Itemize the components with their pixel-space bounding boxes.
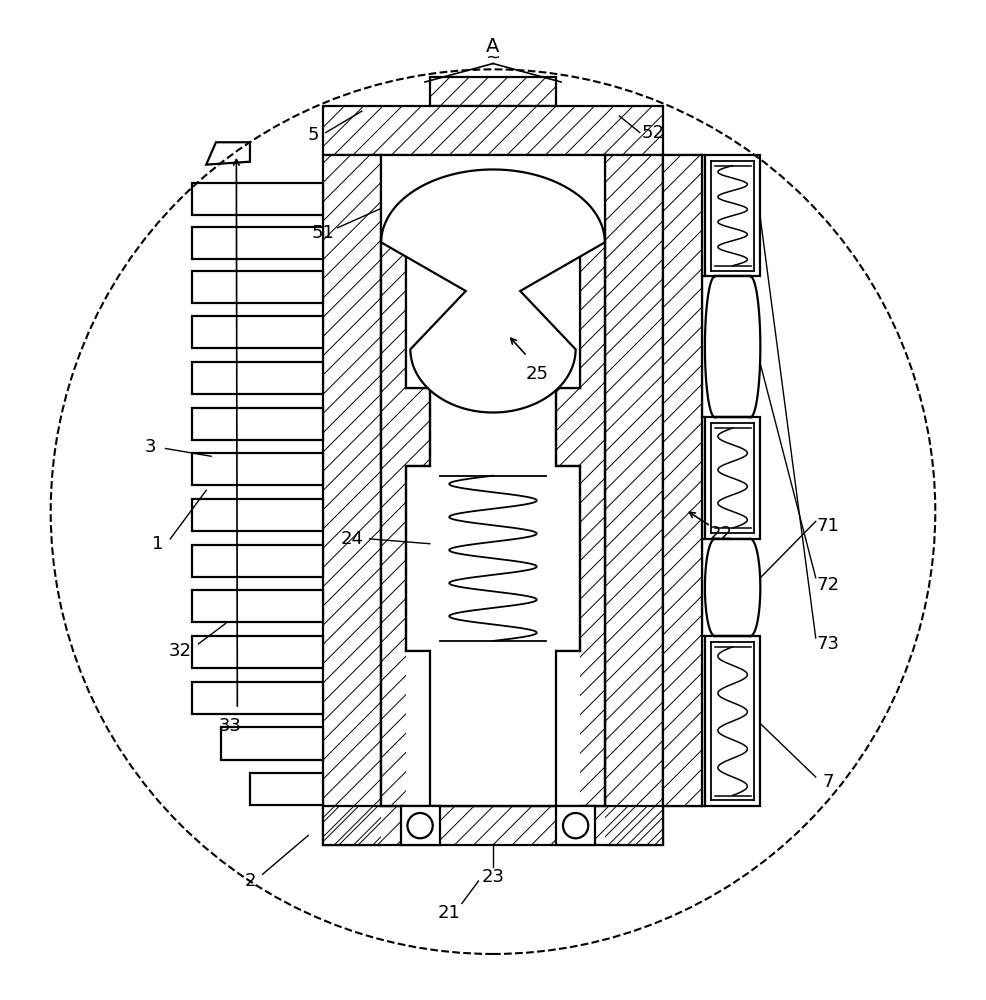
Text: 3: 3: [145, 438, 157, 456]
Text: 71: 71: [817, 517, 840, 535]
Text: 73: 73: [816, 635, 840, 653]
Polygon shape: [191, 636, 322, 668]
Text: 5: 5: [308, 126, 318, 144]
Polygon shape: [191, 227, 322, 259]
Polygon shape: [191, 183, 322, 215]
Polygon shape: [191, 316, 322, 348]
Text: 1: 1: [152, 535, 164, 553]
Text: 32: 32: [169, 642, 191, 660]
Text: 21: 21: [438, 904, 460, 922]
Polygon shape: [322, 806, 664, 845]
Polygon shape: [191, 499, 322, 531]
Polygon shape: [191, 453, 322, 485]
Polygon shape: [430, 77, 556, 106]
Text: 24: 24: [340, 530, 364, 548]
Polygon shape: [191, 545, 322, 577]
Text: 22: 22: [710, 525, 733, 543]
Text: 72: 72: [816, 576, 840, 594]
Text: 7: 7: [822, 773, 834, 791]
Polygon shape: [322, 155, 382, 845]
Polygon shape: [221, 727, 322, 760]
Polygon shape: [705, 636, 760, 806]
Polygon shape: [705, 276, 760, 417]
Polygon shape: [322, 106, 664, 155]
Polygon shape: [400, 806, 440, 845]
Polygon shape: [191, 590, 322, 622]
Text: 33: 33: [219, 717, 242, 735]
Polygon shape: [405, 651, 581, 806]
Circle shape: [407, 813, 433, 838]
Polygon shape: [556, 238, 604, 806]
Polygon shape: [382, 155, 604, 238]
Text: 52: 52: [642, 124, 665, 142]
Polygon shape: [705, 155, 760, 276]
Text: ~: ~: [485, 49, 501, 67]
Text: 2: 2: [245, 872, 255, 890]
Polygon shape: [191, 408, 322, 440]
Polygon shape: [664, 155, 702, 806]
Polygon shape: [206, 142, 250, 165]
Text: A: A: [486, 37, 500, 56]
Polygon shape: [382, 238, 430, 806]
Polygon shape: [250, 773, 322, 805]
Polygon shape: [191, 682, 322, 714]
Text: 25: 25: [526, 365, 548, 383]
Polygon shape: [664, 155, 702, 806]
Polygon shape: [430, 466, 556, 651]
Circle shape: [563, 813, 589, 838]
Polygon shape: [705, 539, 760, 636]
Text: 23: 23: [481, 868, 505, 886]
Polygon shape: [382, 169, 604, 413]
Polygon shape: [191, 362, 322, 394]
Polygon shape: [191, 271, 322, 303]
Polygon shape: [705, 417, 760, 539]
Polygon shape: [556, 806, 596, 845]
Polygon shape: [405, 238, 581, 388]
Polygon shape: [604, 155, 664, 845]
Text: 51: 51: [312, 224, 334, 242]
